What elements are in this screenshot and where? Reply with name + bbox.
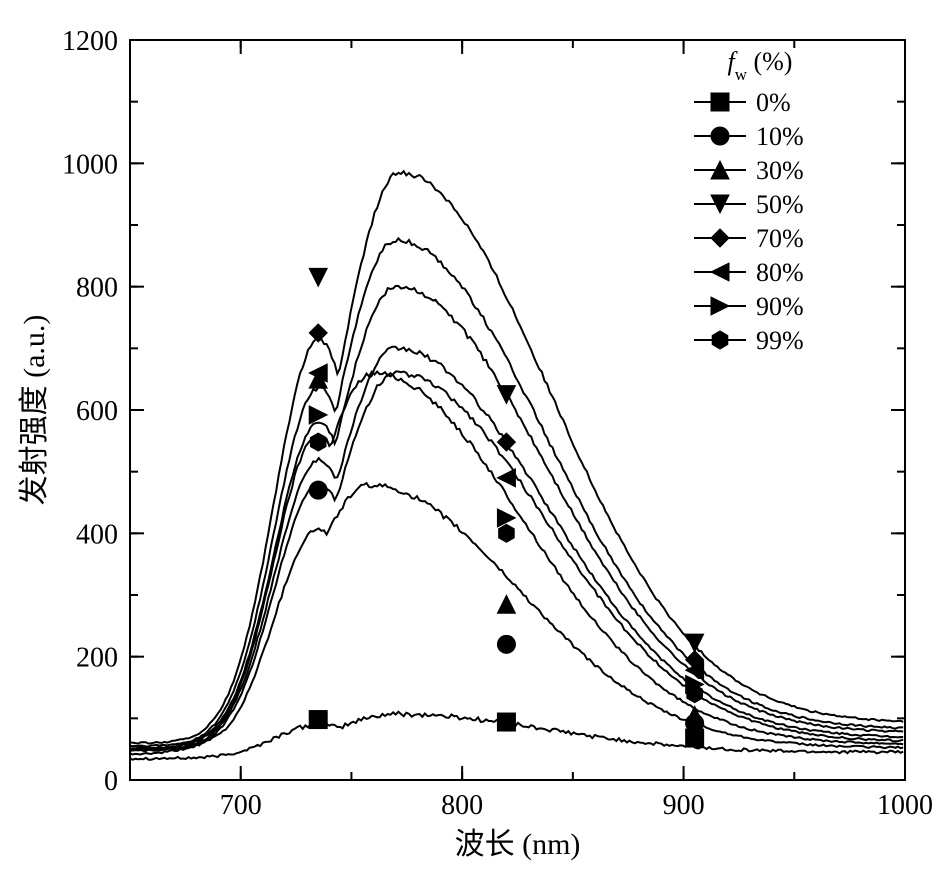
legend-title: fw (%) [728, 47, 793, 84]
x-tick-label: 800 [441, 790, 483, 821]
legend-marker-10% [711, 127, 729, 145]
y-tick-label: 200 [76, 643, 118, 674]
legend-label: 10% [756, 122, 804, 151]
series-marker-99% [687, 685, 703, 703]
emission-spectrum-chart: 700 800 900 1000 波长 (nm) 0 200 400 600 800 1000 120… [0, 0, 934, 881]
series-marker-0% [309, 711, 327, 729]
x-tick-label: 700 [220, 790, 262, 821]
series-marker-70% [309, 324, 327, 342]
series-marker-99% [499, 524, 515, 542]
x-axis-label: 波长 (nm) [455, 828, 581, 861]
legend-marker-0% [711, 93, 729, 111]
legend-label: 99% [756, 326, 804, 355]
y-tick-label: 600 [76, 396, 118, 427]
legend-label: 90% [756, 292, 804, 321]
legend: fw (%) 0% 10% 30% 50% 70% 80% 90% 99% [694, 47, 804, 355]
x-tick-label: 1000 [877, 790, 933, 821]
y-tick-label: 0 [104, 766, 118, 797]
legend-marker-70% [711, 229, 729, 247]
legend-label: 80% [756, 258, 804, 287]
legend-label: 70% [756, 224, 804, 253]
series-marker-30% [686, 706, 704, 724]
series-marker-50% [686, 634, 704, 652]
series-marker-10% [497, 635, 515, 653]
series-marker-99% [310, 433, 326, 451]
series-marker-90% [309, 406, 327, 424]
legend-marker-99% [712, 331, 728, 349]
legend-marker-80% [711, 263, 729, 281]
y-tick-label: 800 [76, 273, 118, 304]
legend-label: 50% [756, 190, 804, 219]
chart-container: 700 800 900 1000 波长 (nm) 0 200 400 600 800 1000 120… [0, 0, 934, 881]
y-tick-label: 400 [76, 519, 118, 550]
legend-marker-90% [711, 297, 729, 315]
x-tick-label: 900 [663, 790, 705, 821]
legend-label: 0% [756, 88, 791, 117]
series-marker-0% [497, 713, 515, 731]
series-marker-30% [497, 595, 515, 613]
y-tick-label: 1200 [62, 26, 118, 57]
y-tick-label: 1000 [62, 149, 118, 180]
legend-label: 30% [756, 156, 804, 185]
series-marker-50% [309, 268, 327, 286]
y-axis-label: 发射强度 (a.u.) [18, 315, 51, 506]
series-line-90% [130, 347, 903, 750]
